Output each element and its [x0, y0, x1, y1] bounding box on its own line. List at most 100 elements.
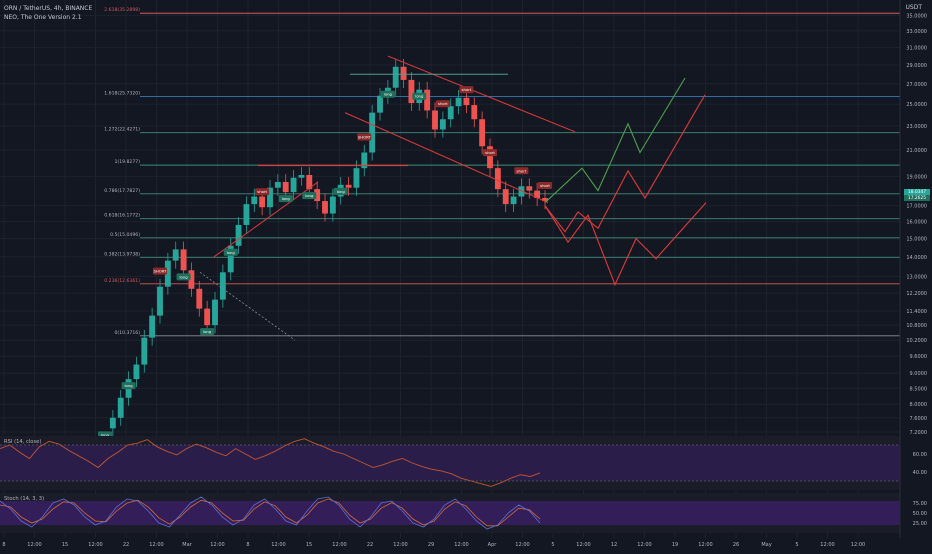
rsi-band — [0, 445, 900, 481]
time-axis-label: 12:00 — [271, 542, 285, 548]
signal-label: long — [282, 196, 291, 201]
time-axis-label: 15 — [62, 542, 68, 548]
price-axis-label: 19.0000 — [906, 174, 927, 180]
signal-label: short — [257, 189, 267, 194]
fib-level-label: 0.5(15.0496) — [110, 232, 140, 238]
signal-badge — [435, 100, 450, 108]
price-candle — [196, 288, 203, 309]
time-axis-label: 8 — [246, 542, 249, 548]
rsi-title: RSI (14, close) — [4, 439, 41, 445]
rsi-axis-label: 40.00 — [913, 470, 927, 476]
fib-level-label: 0.236(12.6361) — [104, 278, 140, 284]
symbol-title: ORN / TetherUS, 4h, BINANCE — [4, 5, 93, 12]
signal-badge — [223, 248, 238, 256]
price-candle — [392, 66, 399, 88]
projection-path-bullish — [544, 77, 686, 203]
time-axis-label: 12 — [611, 542, 617, 548]
price-candle — [369, 112, 376, 153]
price-candle — [212, 299, 218, 326]
price-candle — [322, 201, 328, 214]
signal-label: short — [540, 183, 550, 188]
price-candle — [439, 119, 446, 130]
channel-upper-line — [387, 55, 576, 133]
signal-label: long — [384, 92, 393, 97]
time-axis-label: 12:00 — [637, 542, 651, 548]
time-axis-label: 12:00 — [332, 542, 346, 548]
price-candle — [164, 260, 171, 287]
signal-label: SHORT — [358, 135, 372, 140]
price-badge-label: 17.2625 — [908, 195, 926, 201]
dashed-trendline — [199, 271, 296, 341]
signal-label: SHORT — [154, 269, 168, 274]
time-axis-label: Apr — [488, 542, 498, 548]
price-candle — [243, 204, 250, 225]
signal-label: long — [415, 94, 424, 99]
time-axis-label: 12:00 — [210, 542, 224, 548]
time-axis-label: 12:00 — [576, 542, 590, 548]
price-axis-label: 17.0000 — [906, 204, 927, 210]
signal-label: long — [227, 250, 236, 255]
price-axis-label: 7.6000 — [910, 416, 928, 422]
stoch-axis-label: 25.00 — [913, 521, 927, 527]
price-candle — [314, 189, 321, 202]
price-candle — [518, 186, 525, 197]
price-candle — [204, 308, 211, 326]
price-candle — [345, 184, 352, 188]
price-candle — [251, 196, 258, 205]
currency-label: USDT — [905, 4, 923, 11]
price-axis-label: 29.0000 — [906, 63, 927, 69]
time-axis-label: 12:00 — [515, 542, 529, 548]
time-axis-label: 12:00 — [149, 542, 163, 548]
price-candle — [219, 272, 226, 300]
price-candle — [180, 249, 187, 271]
time-axis-label: 12:00 — [88, 542, 102, 548]
price-candle — [274, 181, 281, 188]
time-axis-label: 12:00 — [454, 542, 468, 548]
price-candle — [353, 168, 360, 188]
price-candle — [455, 97, 462, 107]
time-axis-label: 5 — [551, 542, 554, 548]
price-axis-label: 14.0000 — [906, 255, 927, 261]
price-candle — [141, 337, 148, 365]
signal-badge — [278, 195, 293, 203]
price-candle — [267, 187, 273, 208]
signal-label: short — [438, 101, 448, 106]
price-candle — [188, 270, 195, 289]
signal-badge — [302, 192, 317, 200]
time-axis-label: 26 — [733, 542, 739, 548]
signal-label: long — [203, 329, 212, 334]
price-candle — [235, 224, 242, 246]
price-candle — [329, 196, 336, 214]
price-candle — [377, 95, 383, 113]
price-axis-label: 8.0000 — [910, 402, 928, 408]
time-axis-label: 22 — [367, 542, 373, 548]
price-axis-label: 16.0000 — [906, 220, 927, 226]
price-badge — [904, 195, 930, 201]
price-axis-label: 27.0000 — [906, 82, 927, 88]
price-candle — [282, 181, 289, 193]
price-axis-label: 10.2000 — [906, 338, 927, 344]
stoch-k-line — [0, 496, 541, 530]
price-candle — [361, 152, 368, 169]
signal-badge — [200, 328, 215, 336]
price-candle — [526, 186, 533, 191]
price-candle — [172, 249, 179, 261]
signal-label: short — [517, 168, 527, 173]
price-candle — [494, 168, 501, 190]
time-axis-label: 12:00 — [393, 542, 407, 548]
price-badge-label: 18.0347 — [908, 189, 926, 195]
price-candle — [463, 97, 470, 106]
time-axis-label: 22 — [123, 542, 129, 548]
price-candle — [306, 174, 313, 190]
stoch-axis-label: 50.00 — [913, 511, 927, 517]
signal-badge — [357, 133, 372, 141]
price-axis-label: 12.2000 — [906, 291, 927, 297]
signal-badge — [333, 187, 348, 195]
price-candle — [298, 174, 305, 178]
signal-badge — [412, 92, 427, 100]
rsi-line — [0, 438, 541, 487]
price-candle — [432, 110, 438, 130]
price-axis-label: 35.0000 — [906, 13, 927, 19]
